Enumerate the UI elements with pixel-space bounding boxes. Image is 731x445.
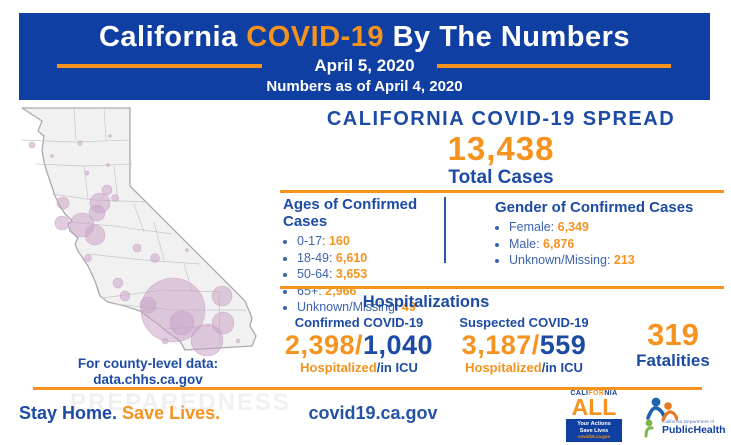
- fatalities-block: 319 Fatalities: [624, 319, 722, 375]
- ca-all-tagline-box: Your Actions Save Lives covid19.ca.gov: [566, 419, 622, 442]
- list-item: Female: 6,349: [509, 219, 693, 236]
- confirmed-covid-column: Confirmed COVID-19 2,398/1,040 Hospitali…: [278, 315, 440, 375]
- map-caption-line1: For county-level data:: [77, 356, 219, 371]
- wordmark-for: FOR: [588, 390, 605, 397]
- list-item: Male: 6,876: [509, 236, 693, 253]
- date-divider-right: [437, 64, 671, 68]
- gender-list: Female: 6,349 Male: 6,876 Unknown/Missin…: [495, 219, 693, 269]
- save-lives-text: Save Lives.: [117, 403, 221, 423]
- spread-section: CALIFORNIA COVID-19 SPREAD 13,438 Total …: [278, 107, 724, 188]
- divider-middle: [280, 286, 724, 289]
- age-value: 6,610: [335, 250, 368, 265]
- total-cases-label: Total Cases: [448, 167, 554, 188]
- all-text: ALL: [571, 394, 617, 420]
- stay-home-tagline: Stay Home. Save Lives.: [19, 403, 220, 424]
- age-label: Unknown/Missing:: [297, 300, 402, 314]
- list-item: Unknown/Missing: 213: [509, 252, 693, 269]
- covid19-url: covid19.ca.gov: [308, 403, 438, 423]
- hospitalized-count: 3,187/: [461, 330, 540, 360]
- divider-bottom: [33, 387, 702, 390]
- map-caption-link: data.chhs.ca.gov: [93, 371, 203, 387]
- hospitalized-label: Hospitalized: [465, 360, 542, 375]
- confirmed-subheading: Confirmed COVID-19: [294, 315, 424, 330]
- gender-heading: Gender of Confirmed Cases: [495, 199, 694, 216]
- ages-list: 0-17: 160 18-49: 6,610 50-64: 3,653 65+:…: [283, 233, 455, 316]
- icu-label: /in ICU: [376, 360, 418, 375]
- background-watermark: PREPAREDNESS: [70, 389, 291, 416]
- fatalities-value: 319: [647, 317, 699, 352]
- confirmed-values: 2,398/1,040: [278, 330, 440, 360]
- column-divider: [444, 197, 446, 263]
- age-label: 50-64:: [297, 267, 336, 281]
- age-value: 160: [328, 234, 350, 248]
- list-item: 0-17: 160: [297, 233, 455, 250]
- california-all-logo: CALIFORNIA ALL Your Actions Save Lives c…: [566, 390, 622, 442]
- date-divider-left: [57, 64, 262, 68]
- hospitalizations-row: Confirmed COVID-19 2,398/1,040 Hospitali…: [278, 315, 726, 375]
- icu-count: 1,040: [363, 330, 434, 360]
- icu-label: /in ICU: [541, 360, 583, 375]
- title-part-california: California: [98, 21, 247, 53]
- icu-count: 559: [539, 330, 587, 360]
- report-date: April 5, 2020: [314, 56, 415, 75]
- suspected-values: 3,187/559: [440, 330, 608, 360]
- suspected-caption: Hospitalized/in ICU: [440, 360, 608, 375]
- california-all-wordmark: CALIFORNIA: [566, 390, 622, 397]
- age-label: 0-17:: [297, 234, 329, 248]
- total-cases-value: 13,438: [447, 130, 555, 167]
- cdph-figures-icon: [644, 397, 678, 438]
- gender-value: 6,876: [543, 236, 575, 251]
- gender-label: Male:: [509, 236, 544, 251]
- ca-all-url: covid19.ca.gov: [577, 434, 611, 439]
- spread-section-title: CALIFORNIA COVID-19 SPREAD: [326, 108, 676, 130]
- title-part-covid19: COVID-19: [246, 21, 385, 53]
- cdph-logo: California Department of PublicHealth: [636, 394, 730, 444]
- date-row: April 5, 2020: [19, 55, 710, 77]
- gender-value: 213: [613, 253, 635, 267]
- gender-label: Unknown/Missing:: [509, 253, 614, 267]
- hospitalizations-heading: Hospitalizations: [362, 293, 490, 311]
- fatalities-label: Fatalities: [636, 351, 710, 370]
- list-item: 18-49: 6,610: [297, 250, 455, 267]
- gender-column: Gender of Confirmed Cases Female: 6,349 …: [495, 199, 693, 316]
- california-bubble-map: [21, 107, 257, 356]
- tagline-line1: Your Actions: [577, 421, 611, 427]
- map-caption: For county-level data: data.chhs.ca.gov: [30, 356, 266, 387]
- hospitalizations-section: Hospitalizations Confirmed COVID-19 2,39…: [278, 293, 726, 375]
- cases-breakdown: Ages of Confirmed Cases 0-17: 160 18-49:…: [283, 196, 724, 316]
- hospitalized-count: 2,398/: [284, 330, 363, 360]
- stay-home-text: Stay Home.: [19, 403, 118, 423]
- case-bubbles: [28, 134, 241, 356]
- gender-label: Female:: [509, 220, 558, 234]
- as-of-date: Numbers as of April 4, 2020: [266, 78, 463, 95]
- ages-column: Ages of Confirmed Cases 0-17: 160 18-49:…: [283, 196, 455, 316]
- age-value: 3,653: [335, 267, 368, 281]
- list-item: 50-64: 3,653: [297, 266, 455, 283]
- header-banner: California COVID-19 By The Numbers April…: [19, 13, 710, 100]
- suspected-covid-column: Suspected COVID-19 3,187/559 Hospitalize…: [440, 315, 608, 375]
- age-label: 18-49:: [297, 250, 336, 265]
- title-part-numbers: By The Numbers: [384, 21, 631, 53]
- page-title: California COVID-19 By The Numbers: [19, 21, 710, 54]
- tagline-line2: Save Lives: [579, 427, 609, 434]
- hospitalized-label: Hospitalized: [300, 360, 377, 375]
- gender-value: 6,349: [557, 220, 589, 234]
- cdph-dept-text: California Department of: [662, 420, 714, 425]
- confirmed-caption: Hospitalized/in ICU: [278, 360, 440, 375]
- ages-heading: Ages of Confirmed Cases: [283, 196, 418, 230]
- wordmark-nia: NIA: [604, 390, 618, 397]
- wordmark-cali: CALI: [570, 390, 589, 397]
- cdph-wordmark: California Department of PublicHealth: [662, 420, 730, 436]
- suspected-subheading: Suspected COVID-19: [459, 315, 589, 330]
- divider-top: [280, 190, 724, 193]
- age-value: 49: [401, 300, 416, 314]
- cdph-publichealth-text: PublicHealth: [662, 424, 726, 436]
- list-item: Unknown/Missing: 49: [297, 299, 455, 316]
